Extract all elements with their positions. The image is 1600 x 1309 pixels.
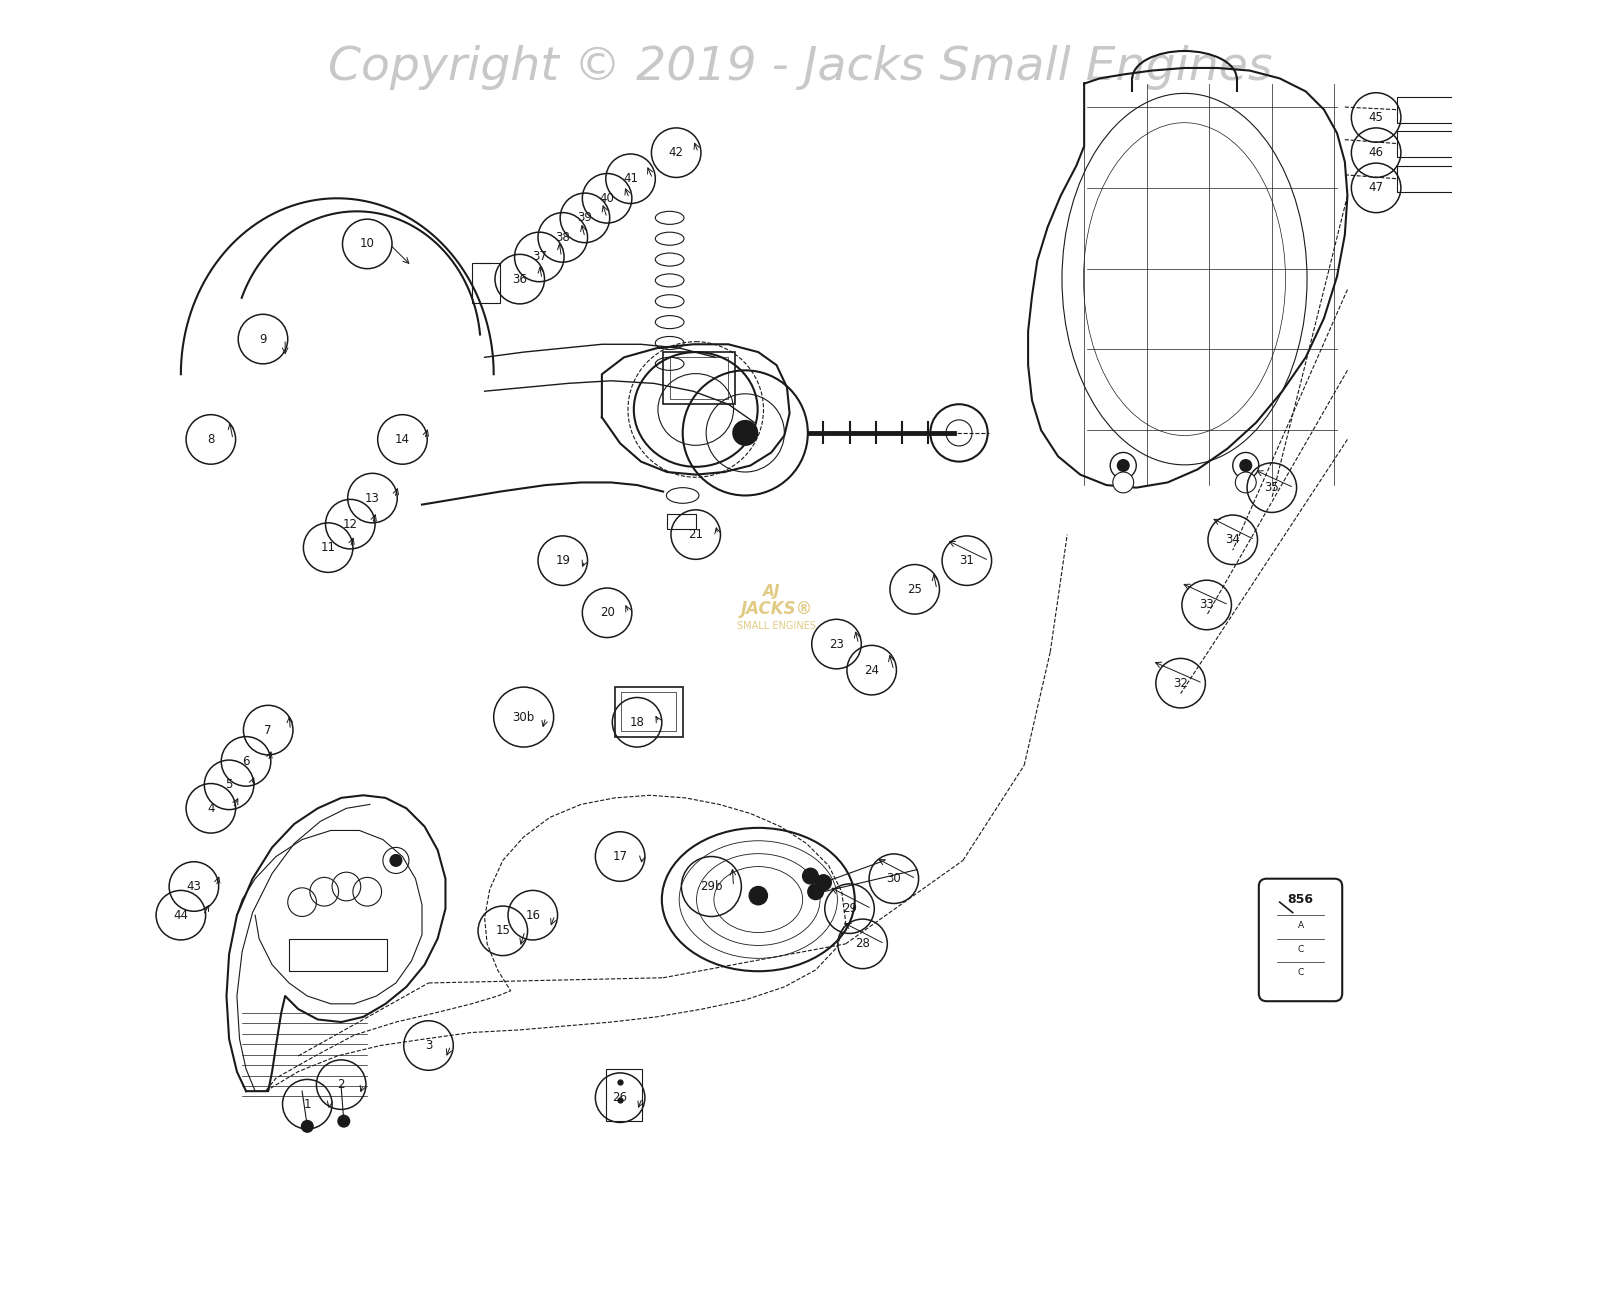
Text: C: C (1298, 969, 1304, 977)
Text: 13: 13 (365, 492, 379, 504)
Text: 6: 6 (242, 755, 250, 768)
Text: 2: 2 (338, 1079, 346, 1092)
Bar (670, 357, 728, 399)
Text: 33: 33 (1200, 598, 1214, 611)
Text: A: A (1298, 922, 1304, 931)
Circle shape (389, 853, 403, 867)
Text: 26: 26 (613, 1092, 627, 1105)
Circle shape (803, 868, 818, 884)
Circle shape (1232, 453, 1259, 479)
Text: 25: 25 (907, 583, 922, 596)
Text: 34: 34 (1226, 533, 1240, 546)
Text: C: C (1298, 945, 1304, 953)
Text: 15: 15 (496, 924, 510, 937)
Circle shape (301, 1119, 314, 1132)
Bar (621, 692, 677, 732)
Circle shape (1110, 453, 1136, 479)
Text: 12: 12 (342, 517, 358, 530)
Text: 29b: 29b (701, 880, 723, 893)
Text: Copyright © 2019 - Jacks Small Engines: Copyright © 2019 - Jacks Small Engines (328, 46, 1272, 90)
Bar (667, 513, 696, 529)
Text: 37: 37 (531, 250, 547, 263)
Text: 8: 8 (206, 433, 214, 446)
Text: 17: 17 (613, 850, 627, 863)
Text: 36: 36 (512, 272, 526, 285)
Circle shape (1117, 459, 1130, 473)
Text: 856: 856 (1288, 893, 1314, 906)
Text: 44: 44 (173, 908, 189, 922)
Text: 46: 46 (1368, 147, 1384, 160)
Text: SMALL ENGINES: SMALL ENGINES (738, 620, 816, 631)
Text: 43: 43 (187, 880, 202, 893)
Text: 31: 31 (960, 554, 974, 567)
Text: 30: 30 (886, 872, 901, 885)
Text: 20: 20 (600, 606, 614, 619)
Circle shape (1114, 473, 1134, 493)
Text: 9: 9 (259, 332, 267, 346)
Text: 10: 10 (360, 237, 374, 250)
Text: AJ: AJ (763, 584, 781, 600)
Bar (1397, 131, 1459, 157)
Text: 47: 47 (1368, 182, 1384, 194)
Text: 35: 35 (1264, 482, 1280, 495)
Text: 30b: 30b (512, 711, 534, 724)
Text: 11: 11 (320, 541, 336, 554)
Bar (614, 687, 683, 737)
Text: 7: 7 (264, 724, 272, 737)
Text: 29: 29 (842, 902, 858, 915)
Text: 40: 40 (600, 192, 614, 204)
Text: 41: 41 (622, 173, 638, 186)
Circle shape (338, 1115, 350, 1127)
Bar (290, 939, 387, 971)
Text: 28: 28 (854, 937, 870, 950)
Text: 18: 18 (630, 716, 645, 729)
Text: 23: 23 (829, 637, 843, 651)
Bar (1397, 97, 1464, 123)
Text: 19: 19 (555, 554, 570, 567)
Bar (662, 352, 734, 404)
Text: 38: 38 (555, 230, 570, 243)
Text: 5: 5 (226, 779, 232, 792)
Text: 39: 39 (578, 211, 592, 224)
Text: 14: 14 (395, 433, 410, 446)
Text: 32: 32 (1173, 677, 1189, 690)
Text: 1: 1 (304, 1098, 310, 1111)
Text: 42: 42 (669, 147, 683, 160)
Text: 45: 45 (1368, 111, 1384, 124)
Circle shape (1235, 473, 1256, 493)
Circle shape (733, 420, 758, 446)
Text: 3: 3 (426, 1039, 432, 1052)
Text: 21: 21 (688, 528, 704, 541)
Text: JACKS®: JACKS® (741, 600, 813, 618)
Bar (1397, 166, 1454, 192)
Bar (472, 263, 501, 302)
Circle shape (816, 874, 832, 890)
Circle shape (749, 886, 768, 905)
Circle shape (1240, 459, 1253, 473)
Text: 4: 4 (206, 802, 214, 814)
Text: 16: 16 (525, 908, 541, 922)
Bar (606, 1069, 642, 1121)
Circle shape (808, 884, 824, 899)
Text: 24: 24 (864, 664, 878, 677)
